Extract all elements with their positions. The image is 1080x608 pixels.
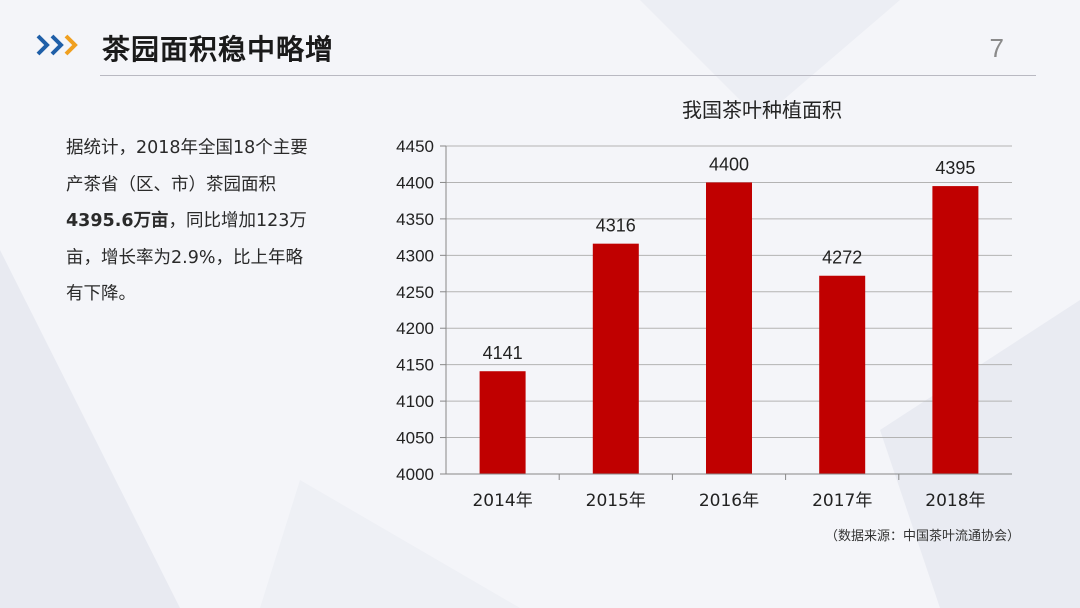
y-tick-label: 4000 bbox=[396, 465, 434, 484]
y-tick-label: 4350 bbox=[396, 210, 434, 229]
x-tick-label: 2014年 bbox=[472, 491, 532, 511]
summary-highlight: 4395.6万亩 bbox=[66, 211, 169, 231]
chevron-arrows-icon bbox=[36, 34, 78, 56]
bar-data-label: 4395 bbox=[935, 158, 975, 178]
chart-bars: 4141 4316 4400 4272 4395 bbox=[479, 154, 979, 475]
bar bbox=[706, 182, 752, 474]
bar bbox=[479, 371, 526, 474]
bar-data-label: 4141 bbox=[483, 343, 523, 363]
summary-text-part2: ，同比增加123万亩，增长率为2.9%，比上年略有下降。 bbox=[66, 211, 307, 304]
y-tick-label: 4200 bbox=[396, 319, 434, 338]
x-tick-label: 2015年 bbox=[586, 491, 646, 511]
title-divider bbox=[100, 75, 1036, 76]
y-tick-label: 4100 bbox=[396, 392, 434, 411]
bar-data-label: 4316 bbox=[596, 216, 636, 236]
y-tick-label: 4450 bbox=[396, 137, 434, 156]
slide-title: 茶园面积稳中略增 bbox=[102, 33, 335, 66]
bar-data-label: 4400 bbox=[709, 154, 749, 174]
page-number: 7 bbox=[989, 33, 1004, 63]
bar bbox=[592, 243, 639, 474]
y-tick-label: 4150 bbox=[396, 356, 434, 375]
chart-title: 我国茶叶种植面积 bbox=[682, 98, 842, 122]
bar bbox=[932, 186, 979, 475]
chart-source: （数据来源：中国茶叶流通协会） bbox=[825, 528, 1020, 544]
chart-axes: 4000 4050 4100 4150 4200 4250 4300 4350 4400 4450… bbox=[396, 137, 1012, 511]
slide-header: 茶园面积稳中略增 7 bbox=[0, 0, 1080, 78]
summary-text-part1: 据统计，2018年全国18个主要产茶省（区、市）茶园面积 bbox=[66, 138, 308, 195]
y-tick-label: 4250 bbox=[396, 283, 434, 302]
summary-paragraph: 据统计，2018年全国18个主要产茶省（区、市）茶园面积 4395.6万亩，同比增… bbox=[66, 130, 316, 313]
x-tick-label: 2018年 bbox=[925, 491, 985, 511]
y-tick-label: 4300 bbox=[396, 246, 434, 265]
y-tick-label: 4400 bbox=[396, 173, 434, 192]
x-tick-label: 2016年 bbox=[699, 491, 759, 511]
x-tick-label: 2017年 bbox=[812, 491, 872, 511]
bar-data-label: 4272 bbox=[822, 248, 862, 268]
y-tick-label: 4050 bbox=[396, 429, 434, 448]
bar bbox=[819, 275, 866, 474]
